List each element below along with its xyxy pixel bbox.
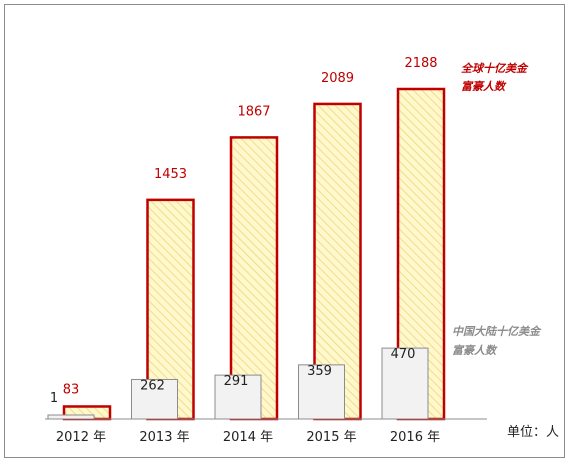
- value-label-global-3: 2089: [321, 71, 354, 86]
- x-tick-label-4: 2016 年: [390, 430, 440, 445]
- value-label-global-0: 83: [63, 382, 80, 397]
- x-tick-label-1: 2013 年: [139, 430, 189, 445]
- x-tick-label-2: 2014 年: [223, 430, 273, 445]
- value-label-china-0: 1: [50, 391, 58, 406]
- bar-china-1: [131, 378, 178, 420]
- x-tick-label-3: 2015 年: [306, 430, 356, 445]
- chart-frame: [4, 4, 565, 458]
- legend-china-line1: 中国大陆十亿美金: [452, 325, 542, 338]
- value-label-global-4: 2188: [404, 56, 437, 71]
- value-label-global-1: 1453: [154, 167, 187, 182]
- value-label-global-2: 1867: [237, 104, 270, 119]
- bar-china-0: [47, 414, 95, 420]
- legend-global-line1: 全球十亿美金: [461, 62, 529, 75]
- x-tick-label-0: 2012 年: [56, 430, 106, 445]
- value-label-china-2: 291: [224, 374, 249, 389]
- legend-global-line2: 富豪人数: [461, 80, 507, 93]
- legend-china: 中国大陆十亿美金 富豪人数: [452, 325, 542, 357]
- legend-china-line2: 富豪人数: [452, 344, 498, 357]
- bar-china-4: [381, 347, 429, 420]
- value-label-china-3: 359: [307, 364, 332, 379]
- bar-china-3: [298, 364, 345, 420]
- value-label-china-4: 470: [391, 347, 416, 362]
- value-label-china-1: 262: [140, 378, 165, 393]
- legend-global: 全球十亿美金 富豪人数: [461, 62, 529, 93]
- unit-label: 单位：人: [507, 425, 559, 440]
